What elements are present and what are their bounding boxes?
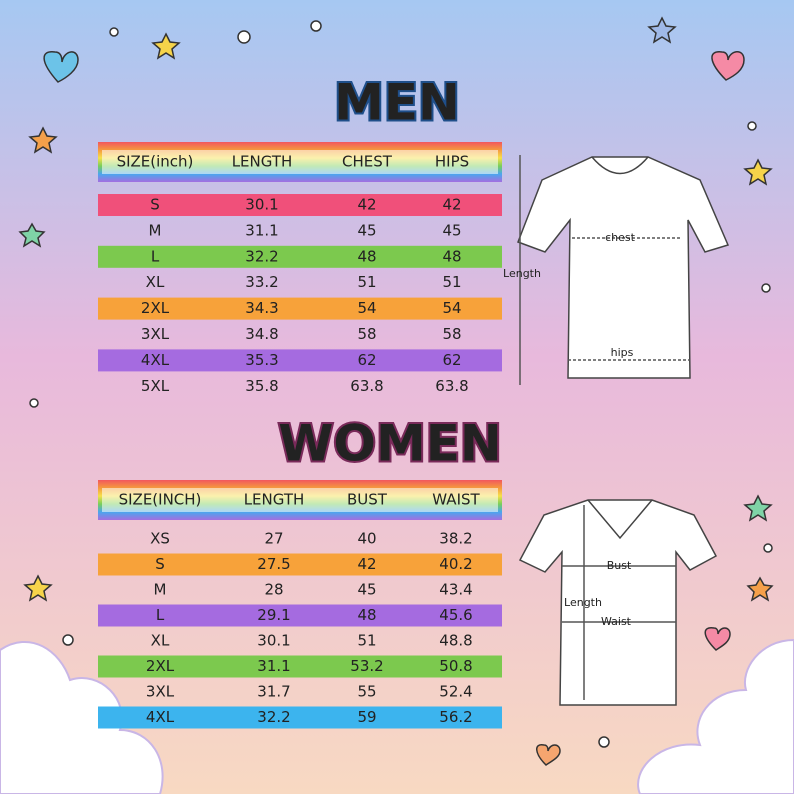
- table-cell: 45: [442, 221, 461, 239]
- table-cell: 51: [442, 273, 461, 291]
- table-cell: M: [149, 221, 162, 239]
- table-cell: 29.1: [257, 606, 290, 624]
- table-cell: 30.1: [257, 632, 290, 650]
- table-cell: 34.3: [245, 299, 278, 317]
- table-cell: 51: [357, 273, 376, 291]
- table-cell: 54: [357, 299, 376, 317]
- table-cell: L: [151, 247, 160, 265]
- table-cell: 50.8: [439, 657, 472, 675]
- clouds: [0, 638, 794, 794]
- table-cell: 2XL: [146, 657, 175, 675]
- column-header: HIPS: [435, 153, 469, 171]
- row-highlight: [98, 194, 502, 216]
- table-cell: 40: [357, 530, 376, 548]
- table-cell: 59: [357, 708, 376, 726]
- table-cell: 63.8: [435, 377, 468, 395]
- row-highlight: [98, 245, 502, 268]
- table-cell: 38.2: [439, 530, 472, 548]
- column-header: CHEST: [342, 153, 393, 171]
- table-cell: 33.2: [245, 273, 278, 291]
- table-cell: 58: [442, 325, 461, 343]
- column-header: LENGTH: [232, 153, 293, 171]
- bust-label: Bust: [607, 559, 632, 572]
- row-highlight: [98, 706, 502, 729]
- row-highlight: [98, 655, 502, 678]
- column-header: LENGTH: [244, 491, 305, 509]
- women-length-label: Length: [564, 596, 602, 609]
- table-cell: 30.1: [245, 196, 278, 214]
- table-cell: 28: [264, 581, 283, 599]
- women-title: WOMEN: [278, 415, 501, 473]
- table-cell: 58: [357, 325, 376, 343]
- row-highlight: [98, 349, 502, 372]
- table-cell: 62: [442, 351, 461, 369]
- table-cell: 32.2: [245, 247, 278, 265]
- table-cell: 42: [442, 196, 461, 214]
- men-shirt: [517, 155, 730, 385]
- table-cell: 4XL: [141, 351, 170, 369]
- waist-label: Waist: [601, 615, 632, 628]
- table-cell: 3XL: [146, 683, 175, 701]
- table-cell: 42: [357, 196, 376, 214]
- table-cell: 55: [357, 683, 376, 701]
- table-cell: 27: [264, 530, 283, 548]
- table-cell: 3XL: [141, 325, 170, 343]
- table-cell: 54: [442, 299, 461, 317]
- table-cell: 51: [357, 632, 376, 650]
- table-cell: 48: [357, 606, 376, 624]
- table-cell: 52.4: [439, 683, 472, 701]
- table-cell: 53.2: [350, 657, 383, 675]
- table-cell: 45.6: [439, 606, 472, 624]
- table-cell: L: [156, 606, 165, 624]
- table-cell: 4XL: [146, 708, 175, 726]
- row-highlight: [98, 604, 502, 627]
- table-cell: 43.4: [439, 581, 472, 599]
- men-length-label: Length: [503, 267, 541, 280]
- table-cell: 42: [357, 555, 376, 573]
- table-cell: 32.2: [257, 708, 290, 726]
- table-cell: S: [150, 196, 160, 214]
- column-header: WAIST: [432, 491, 480, 509]
- table-cell: 34.8: [245, 325, 278, 343]
- table-cell: 2XL: [141, 299, 170, 317]
- column-header: SIZE(INCH): [119, 491, 202, 509]
- row-highlight: [98, 297, 502, 320]
- table-cell: 48: [357, 247, 376, 265]
- men-title: MEN: [334, 74, 460, 132]
- women-shirt: [518, 499, 718, 706]
- header-band: [102, 488, 498, 512]
- table-cell: 27.5: [257, 555, 290, 573]
- table-cell: 62: [357, 351, 376, 369]
- row-highlight: [98, 553, 502, 576]
- table-cell: 5XL: [141, 377, 170, 395]
- table-cell: S: [155, 555, 165, 573]
- table-cell: 31.7: [257, 683, 290, 701]
- table-cell: 31.1: [245, 221, 278, 239]
- hips-label: hips: [611, 346, 634, 359]
- column-header: BUST: [347, 491, 388, 509]
- table-cell: 35.8: [245, 377, 278, 395]
- chest-label: chest: [605, 231, 636, 244]
- table-cell: 48.8: [439, 632, 472, 650]
- table-cell: 40.2: [439, 555, 472, 573]
- tables: SIZE(inch) LENGTH CHEST HIPS S 30.1 42 42 M 31.1 4…: [98, 142, 502, 729]
- table-cell: 63.8: [350, 377, 383, 395]
- table-cell: 48: [442, 247, 461, 265]
- table-cell: 35.3: [245, 351, 278, 369]
- header-band: [102, 150, 498, 174]
- table-cell: 31.1: [257, 657, 290, 675]
- table-cell: XL: [151, 632, 170, 650]
- column-header: SIZE(inch): [117, 153, 194, 171]
- table-cell: M: [154, 581, 167, 599]
- table-cell: XS: [150, 530, 170, 548]
- table-cell: XL: [146, 273, 165, 291]
- decorations: [18, 16, 774, 766]
- table-cell: 45: [357, 581, 376, 599]
- table-cell: 45: [357, 221, 376, 239]
- table-cell: 56.2: [439, 708, 472, 726]
